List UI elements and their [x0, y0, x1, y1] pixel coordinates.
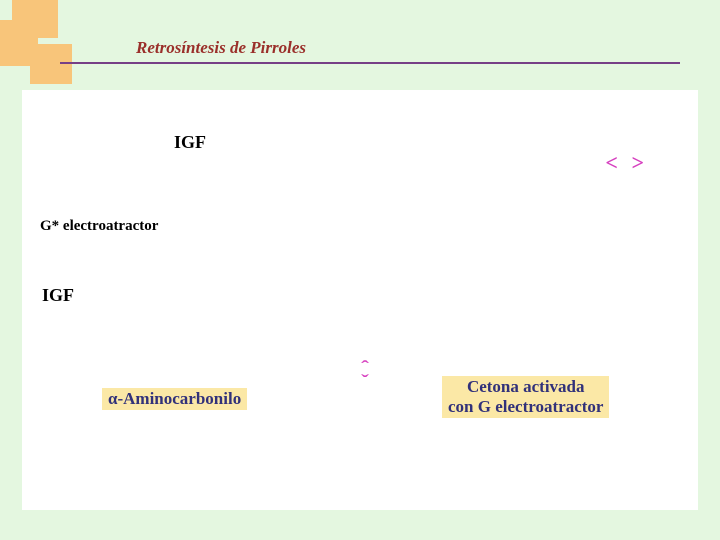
slide-title: Retrosíntesis de Pirroles	[136, 38, 306, 58]
title-underline	[60, 62, 680, 64]
retrosynthesis-arrows-horizontal: < >	[605, 150, 648, 176]
label-igf-top: IGF	[174, 132, 206, 153]
box-aminocarbonilo: α-Aminocarbonilo	[102, 388, 247, 410]
retrosynthesis-arrows-vertical: ˆ ˇ	[361, 360, 369, 388]
box-cetona: Cetona activada con G electroatractor	[442, 376, 609, 418]
label-g-electroatractor: G* electroatractor	[40, 218, 158, 235]
content-panel: IGF < > G* electroatractor IGF ˆ ˇ α-Ami…	[22, 90, 698, 510]
decor-block-mid	[30, 44, 72, 84]
caret-down-icon: ˇ	[361, 374, 369, 388]
box-aminocarbonilo-text: α-Aminocarbonilo	[108, 389, 241, 408]
slide-title-wrap: Retrosíntesis de Pirroles	[136, 38, 306, 58]
label-igf-left: IGF	[42, 285, 74, 306]
box-cetona-line2: con G electroatractor	[448, 397, 603, 417]
box-cetona-line1: Cetona activada	[448, 377, 603, 397]
